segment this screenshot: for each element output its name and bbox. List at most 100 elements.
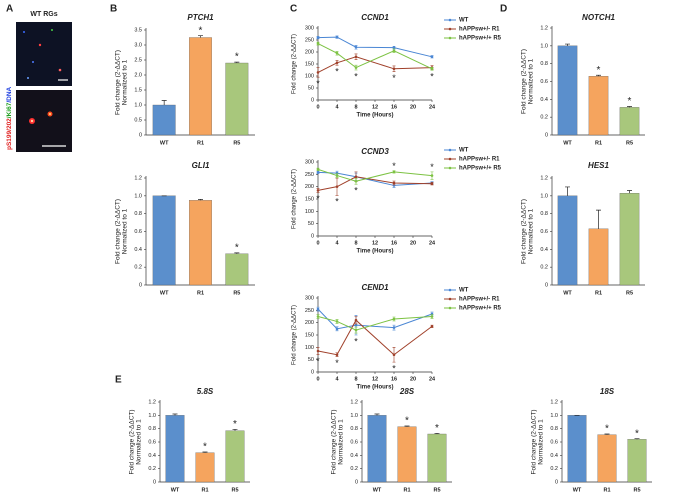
x-axis-label: Time (Hours) (357, 385, 394, 391)
legend-label: hAPPsw+/+ R5 (459, 36, 502, 42)
x-tick-label: 16 (391, 104, 397, 110)
y-tick-label: 0.8 (134, 211, 142, 217)
bar (165, 415, 185, 483)
y-tick-label: 1.0 (550, 413, 558, 419)
significance-mark: * (354, 186, 358, 196)
error-bar (634, 438, 640, 440)
y-tick-label: 0.2 (148, 466, 156, 472)
legend-marker (448, 18, 452, 22)
legend-label: hAPPsw+/- R1 (459, 297, 500, 303)
x-tick-label: R5 (626, 140, 633, 146)
cell (30, 119, 34, 123)
significance-mark: * (235, 52, 239, 63)
bar (195, 452, 215, 483)
x-tick-label: WT (171, 487, 180, 493)
y-tick-label: 1.2 (148, 399, 156, 405)
error-bar (172, 413, 178, 416)
error-bar (198, 35, 203, 38)
y-tick-label: 0 (139, 132, 142, 138)
y-tick-label: 150 (305, 332, 314, 338)
error-bar (198, 199, 203, 201)
legend-label: WT (459, 288, 469, 294)
x-tick-label: 0 (316, 376, 319, 382)
significance-mark: * (430, 162, 434, 172)
point (316, 36, 320, 39)
x-tick-label: 24 (429, 376, 436, 382)
y-axis-label: Normalized to 1 (538, 419, 545, 465)
y-tick-label: 0.4 (540, 247, 548, 253)
point (335, 327, 339, 331)
y-tick-label: 150 (305, 196, 314, 202)
point (392, 326, 396, 329)
chart-title: CCND3 (361, 147, 389, 156)
significance-mark: * (335, 67, 339, 77)
bar (567, 415, 587, 483)
error-bar (565, 186, 570, 196)
error-bar (232, 428, 238, 431)
point (430, 55, 434, 59)
point (335, 35, 339, 39)
y-tick-label: 100 (305, 345, 314, 351)
point (316, 168, 320, 171)
point (316, 307, 320, 311)
y-axis-label: Fold change (2-ΔΔCT) (292, 34, 298, 94)
y-tick-label: 0.2 (350, 466, 358, 472)
x-tick-label: WT (160, 290, 169, 296)
bar (225, 253, 249, 286)
series-line (317, 176, 433, 191)
chart: 0 0.2 0.4 0.6 0.8 1.0 1.2 5.8S Fold change (2-ΔΔ… (129, 387, 250, 493)
point (354, 318, 358, 322)
y-tick-label: 50 (308, 357, 314, 363)
point (392, 317, 396, 321)
chart-title: CEND1 (361, 283, 389, 292)
y-tick-label: 100 (305, 73, 314, 79)
point (335, 61, 339, 65)
error-bar (596, 74, 601, 77)
y-axis-label: Fold change (2-ΔΔCT) (531, 409, 538, 474)
image-bottom (16, 90, 72, 152)
y-tick-label: 2.5 (134, 57, 142, 63)
significance-mark: * (233, 419, 237, 430)
y-tick-label: 1.0 (540, 43, 548, 49)
significance-mark: * (635, 428, 639, 439)
image-title: WT RGs (30, 11, 57, 18)
y-tick-label: 300 (305, 295, 314, 301)
x-tick-label: R5 (231, 487, 238, 493)
point (316, 189, 320, 192)
significance-mark: * (316, 356, 320, 366)
y-tick-label: 0.6 (550, 439, 558, 445)
significance-mark: * (354, 71, 358, 81)
y-tick-label: 0 (545, 132, 548, 138)
error-bar (404, 425, 410, 427)
x-tick-label: R1 (595, 290, 602, 296)
error-bar (627, 190, 632, 194)
dot (27, 77, 29, 79)
y-axis-label: Normalized to 1 (528, 208, 535, 254)
y-axis-label: Fold change (2-ΔΔCT) (115, 199, 122, 264)
chart: 0 0.2 0.4 0.6 0.8 1.0 1.2 18S Fold change (2-ΔΔC… (531, 387, 652, 493)
bar (619, 193, 640, 286)
legend-marker (448, 36, 452, 40)
y-axis-label: Fold change (2-ΔΔCT) (129, 409, 136, 474)
chart-title: 5.8S (197, 387, 214, 396)
y-tick-label: 0.5 (134, 117, 142, 123)
chart: 0 0.2 0.4 0.6 0.8 1.0 1.2 28S Fold change (2-ΔΔC… (331, 387, 452, 493)
x-tick-label: WT (563, 140, 572, 146)
point (354, 328, 358, 332)
point (392, 170, 396, 174)
x-tick-label: R5 (633, 487, 640, 493)
point (335, 185, 339, 188)
x-tick-label: 4 (335, 240, 339, 246)
bar (557, 195, 578, 286)
y-tick-label: 0.6 (350, 439, 358, 445)
bar (225, 430, 245, 483)
chart-title: HES1 (588, 161, 609, 170)
error-bar (161, 100, 167, 105)
y-tick-label: 1.0 (134, 102, 142, 108)
legend-marker (448, 148, 452, 152)
y-tick-label: 0.4 (350, 453, 358, 459)
error-bar (202, 451, 208, 453)
y-tick-label: 150 (305, 61, 314, 67)
